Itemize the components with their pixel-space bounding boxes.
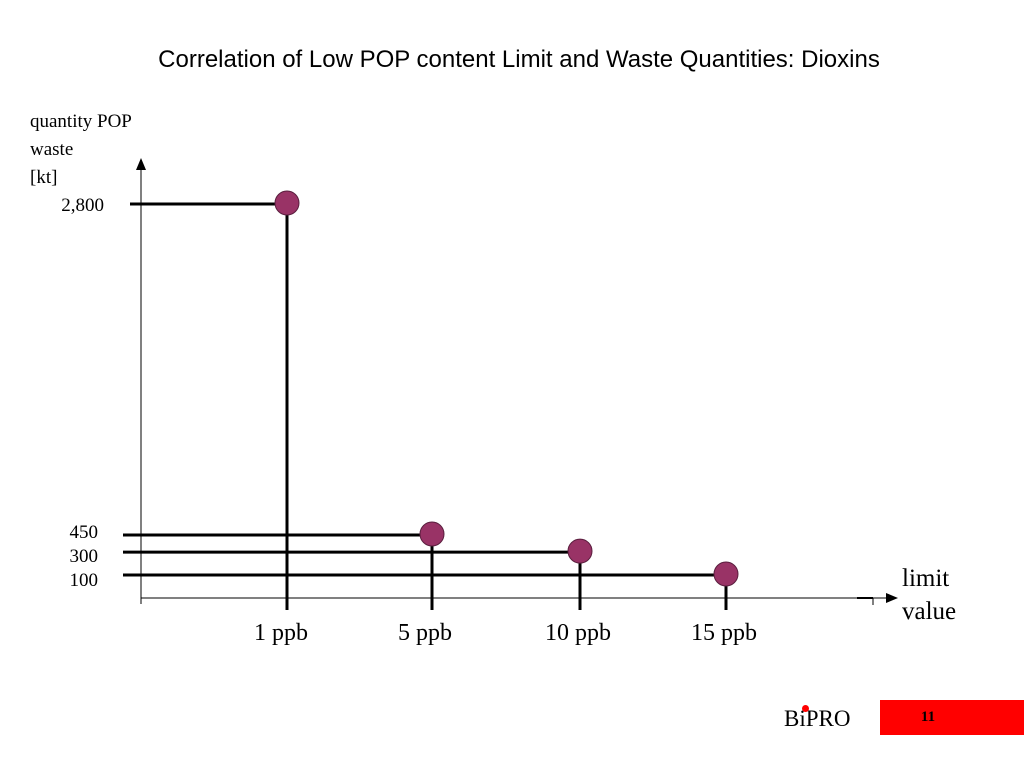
data-point-10ppb [567,538,593,564]
x-tick-label-1ppb: 1 ppb [254,620,308,646]
y-tick-label-100: 100 [69,570,99,591]
brand-dot-icon [802,705,809,712]
y-axis-label-line-1: quantity POP [30,111,132,132]
data-point-5ppb [419,521,445,547]
x-axis-label: limit value [902,562,956,628]
data-point-1ppb [274,190,300,216]
y-axis-label: quantity POP waste [kt] [30,108,170,192]
brand-logo: BiPRO [784,705,851,732]
page-number-box: 11 [880,700,1024,735]
y-axis-arrowhead [136,158,146,170]
x-tick-label-10ppb: 10 ppb [545,620,611,646]
y-axis-label-line-3: [kt] [30,167,58,188]
x-axis-label-line-2: value [902,598,957,625]
x-axis-arrowhead [886,593,898,603]
slide-title: Correlation of Low POP content Limit and… [158,46,880,73]
data-point-15ppb [713,561,739,587]
x-axis-label-line-1: limit [902,565,950,592]
y-tick-label-2800: 2,800 [61,195,104,216]
y-tick-label-300: 300 [69,546,99,567]
page-number: 11 [920,709,936,725]
x-tick-label-5ppb: 5 ppb [398,620,452,646]
brand-logo-text: BiPRO [784,706,851,731]
y-tick-label-450: 450 [69,522,99,543]
y-axis-label-line-2: waste [30,139,74,160]
x-tick-label-15ppb: 15 ppb [691,620,757,646]
